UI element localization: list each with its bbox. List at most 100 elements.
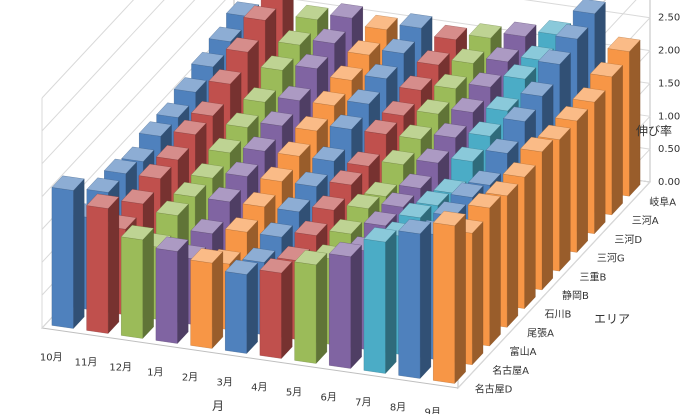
- bar-top: [294, 171, 328, 187]
- bar-top: [311, 195, 345, 211]
- bar-top: [242, 247, 276, 263]
- bar-top: [450, 182, 484, 198]
- bar-top: [451, 97, 485, 113]
- bar-top: [225, 161, 259, 177]
- bar-top: [347, 89, 381, 105]
- y-tick-label: 三重B: [580, 270, 607, 283]
- x-tick-label: 6月: [321, 392, 337, 404]
- bar-top: [502, 106, 536, 122]
- bar-top: [155, 200, 189, 216]
- bar-top: [398, 219, 432, 235]
- bar-side: [524, 165, 536, 309]
- bar-top: [555, 106, 589, 122]
- bar-top: [120, 225, 154, 241]
- x-tick-label: 9月: [425, 407, 441, 414]
- bar-side: [73, 178, 85, 329]
- y-axis-title: エリア: [594, 312, 630, 326]
- bar-top: [346, 151, 380, 167]
- bar-top: [364, 14, 398, 30]
- bar-top: [260, 55, 294, 71]
- x-tick-label: 11月: [75, 357, 98, 369]
- bar-top: [468, 72, 502, 88]
- bar-top: [207, 187, 241, 203]
- bar-top: [156, 102, 190, 118]
- z-tick-label: 2.50: [658, 13, 680, 24]
- x-tick-label: 7月: [355, 397, 371, 409]
- bar-front: [86, 205, 109, 334]
- bar-top: [520, 81, 554, 97]
- bar-top: [346, 193, 380, 209]
- bar-top: [312, 90, 346, 106]
- bar: [190, 248, 224, 349]
- bar-top: [190, 218, 224, 234]
- bar-top: [363, 227, 397, 243]
- bar-top: [399, 75, 433, 91]
- y-tick-label: 岐阜A: [649, 195, 676, 208]
- bar-top: [190, 101, 224, 117]
- y-tick-label: 石川B: [545, 310, 572, 321]
- bar-top: [537, 49, 571, 65]
- bar-top: [259, 222, 293, 238]
- bar-top: [138, 121, 172, 137]
- bar-side: [281, 261, 293, 359]
- bar-side: [472, 221, 484, 366]
- bar-top: [468, 121, 502, 137]
- bar-front: [225, 271, 247, 354]
- bar-side: [107, 196, 120, 334]
- bar-top: [277, 85, 311, 101]
- bar-side: [454, 213, 466, 384]
- bar-top: [225, 112, 259, 128]
- bar-top: [190, 248, 224, 264]
- bar-top: [208, 26, 242, 42]
- x-tick-label: 2月: [182, 372, 198, 384]
- bar-side: [594, 90, 606, 235]
- bar-top: [381, 192, 415, 208]
- bar-top: [485, 96, 519, 112]
- bar-side: [541, 139, 553, 291]
- y-tick-label: 三河G: [597, 253, 625, 265]
- bar-side: [576, 109, 588, 253]
- bar-front: [294, 261, 317, 364]
- bar-front: [51, 187, 74, 329]
- chart-ticks: 0.000.501.001.502.002.503.003.5010月11月12…: [40, 13, 680, 414]
- bar-top: [589, 62, 623, 78]
- bar-side: [629, 39, 641, 197]
- bar-top: [433, 122, 467, 138]
- x-tick-label: 5月: [286, 387, 302, 399]
- chart-bars: [51, 0, 641, 384]
- bar-top: [432, 210, 466, 226]
- y-tick-label: 富山A: [510, 345, 537, 358]
- bar-top: [607, 36, 641, 52]
- bar-front: [190, 259, 213, 349]
- y-tick-label: 名古屋D: [475, 383, 513, 396]
- bar-front: [329, 253, 351, 369]
- bar-top: [242, 136, 276, 152]
- x-tick-label: 4月: [251, 382, 267, 394]
- bar-side: [385, 230, 397, 374]
- bar-top: [572, 0, 606, 14]
- bar-top: [398, 173, 432, 189]
- bar-top: [86, 193, 120, 209]
- z-tick-label: 2.00: [658, 46, 680, 57]
- bar-top: [329, 65, 363, 81]
- bar-top: [433, 73, 467, 89]
- bar-top: [138, 163, 172, 179]
- bar-top: [468, 23, 502, 39]
- bar-top: [398, 124, 432, 140]
- bar-side: [246, 262, 258, 354]
- y-tick-label: 尾張A: [527, 328, 554, 340]
- bar-top: [295, 53, 329, 69]
- x-axis-title: 月: [212, 399, 224, 413]
- bar-top: [364, 119, 398, 135]
- y-tick-label: 三河A: [632, 215, 659, 227]
- z-tick-label: 1.00: [658, 111, 680, 122]
- bar-top: [224, 259, 258, 275]
- bar-top: [502, 162, 536, 178]
- bar-top: [260, 111, 294, 127]
- bar-side: [489, 196, 501, 347]
- bar-side: [559, 127, 571, 272]
- bar-top: [329, 219, 363, 235]
- bar-top: [416, 99, 450, 115]
- bar-top: [173, 119, 207, 135]
